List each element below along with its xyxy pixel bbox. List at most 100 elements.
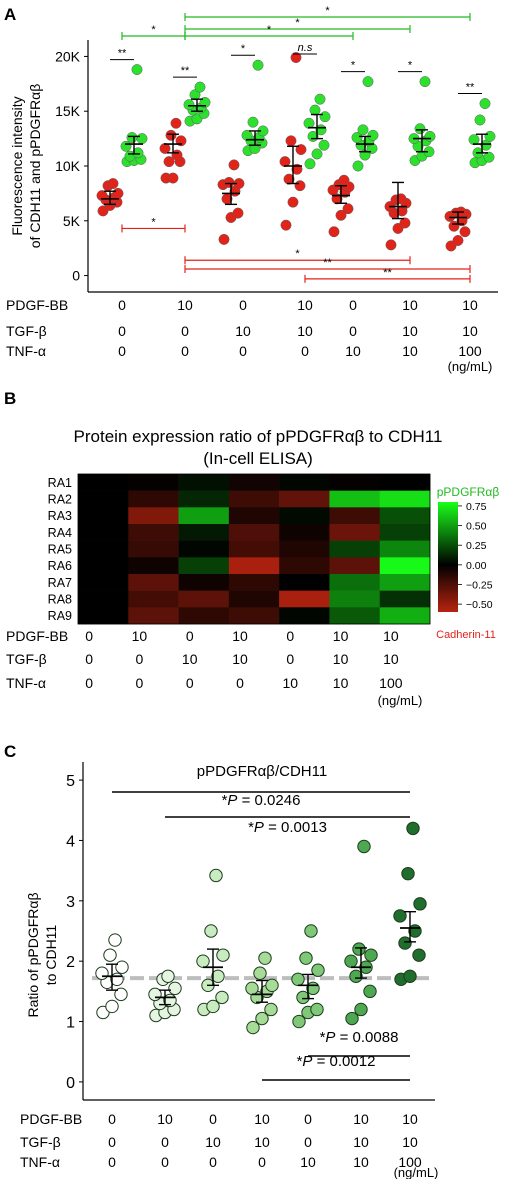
panel-a-point-red bbox=[283, 173, 295, 185]
cond-c-value: 100 bbox=[398, 1154, 422, 1170]
cond-c-values: 0 10 0 10 0 10 100 0 10 10 0 10 100 0 0 0 10 10 100 bbox=[108, 1111, 422, 1170]
panel-b-cell bbox=[128, 474, 179, 491]
panel-c-point bbox=[216, 948, 230, 962]
panel-b-cell bbox=[78, 540, 129, 558]
panel-b-heatmap bbox=[78, 474, 431, 625]
panel-b-cell bbox=[379, 574, 431, 591]
panel-b-cell bbox=[329, 540, 381, 558]
panel-c-point bbox=[344, 954, 358, 968]
panel-c-point bbox=[258, 951, 272, 965]
cond-b-value: 10 bbox=[333, 628, 349, 644]
panel-b-cell bbox=[228, 574, 280, 591]
panel-b-cell bbox=[228, 607, 280, 625]
panel-a-marks: ***** n.s* ************* bbox=[96, 5, 496, 283]
panel-a-point-red bbox=[342, 203, 354, 215]
panel-a-point-green bbox=[309, 104, 321, 116]
cond-c-value: 10 bbox=[402, 1134, 418, 1150]
panel-c-point bbox=[304, 924, 318, 938]
panel-a-sig-label: * bbox=[295, 248, 300, 260]
panel-a-point-green bbox=[303, 117, 315, 129]
panel-a-sig-label: * bbox=[151, 24, 156, 36]
panel-a-point-green bbox=[483, 151, 495, 163]
panel-b-cell bbox=[329, 474, 381, 491]
panel-b-row-label: RA5 bbox=[48, 543, 72, 557]
cond-c-value: 10 bbox=[254, 1134, 270, 1150]
panel-c-point bbox=[345, 1011, 359, 1026]
panel-a-point-red bbox=[328, 226, 340, 238]
panel-a-point-green bbox=[314, 93, 326, 105]
panel-a-point-green bbox=[424, 130, 436, 142]
panel-a-ylabel-line2: of CDH11 and pPDGFRαβ bbox=[27, 84, 43, 249]
cond-b-value: 10 bbox=[333, 651, 349, 667]
cond-c-value: 0 bbox=[258, 1154, 266, 1170]
panel-a-point-green bbox=[311, 148, 323, 160]
panel-c-letter: C bbox=[4, 742, 16, 761]
panel-a-point-green bbox=[304, 158, 316, 170]
cond-a-value: 10 bbox=[297, 297, 313, 313]
panel-b-cell bbox=[279, 557, 330, 575]
panel-b-row-label: RA6 bbox=[48, 559, 72, 573]
panel-c-point bbox=[403, 969, 417, 983]
panel-a-point-green bbox=[136, 133, 148, 145]
panel-c-point bbox=[363, 984, 377, 999]
panel-a-point-red bbox=[218, 233, 230, 245]
panel-c-point bbox=[245, 981, 259, 996]
cond-a-value: 10 bbox=[402, 343, 418, 359]
cond-a-label-tnf: TNF-α bbox=[6, 343, 46, 359]
panel-c-ytick-label: 5 bbox=[66, 773, 75, 790]
panel-b-cell bbox=[128, 590, 179, 608]
panel-a: Fluorescence intensity of CDH11 and pPDG… bbox=[9, 5, 498, 293]
panel-b-colorbar-tick-label: 0.50 bbox=[466, 521, 487, 533]
panel-a-point-green bbox=[367, 129, 379, 141]
panel-a-point-red bbox=[399, 217, 411, 229]
panel-b-cell bbox=[78, 590, 129, 608]
panel-a-ytick-label: 5K bbox=[63, 213, 81, 229]
panel-c-point bbox=[114, 987, 128, 1002]
panel-c-point bbox=[168, 981, 182, 996]
panel-b-cell bbox=[379, 474, 431, 491]
panel-c-point bbox=[206, 999, 220, 1014]
cond-a-label-pdgf: PDGF-BB bbox=[6, 297, 68, 313]
cond-b-value: 0 bbox=[85, 675, 93, 691]
panel-b-cell bbox=[178, 507, 230, 525]
panel-c-point bbox=[204, 924, 218, 938]
panel-a-y-ticks: 0 5K 10K 15K 20K bbox=[55, 48, 88, 284]
cond-b-value: 100 bbox=[379, 675, 403, 691]
panel-c-point bbox=[364, 948, 378, 962]
panel-a-pair-sig: ** bbox=[181, 65, 190, 77]
panel-a-point-red bbox=[280, 219, 292, 231]
panel-b-cell bbox=[78, 524, 129, 541]
panel-b-cell bbox=[228, 540, 280, 558]
panel-b-title-line1: Protein expression ratio of pPDGFRαβ to … bbox=[74, 427, 443, 446]
cond-a-value: 10 bbox=[462, 297, 478, 313]
panel-c-point bbox=[349, 969, 363, 983]
cond-c-value: 10 bbox=[157, 1111, 173, 1127]
cond-b-value: 10 bbox=[232, 628, 248, 644]
panel-b-cell bbox=[279, 474, 330, 491]
panel-c-point bbox=[105, 999, 119, 1014]
panel-c-point bbox=[255, 1011, 269, 1026]
cond-b-value: 10 bbox=[383, 651, 399, 667]
panel-c-point bbox=[265, 978, 279, 993]
panel-c-point bbox=[292, 1014, 306, 1029]
panel-c-point bbox=[357, 839, 371, 854]
cond-a-value: 0 bbox=[239, 343, 247, 359]
panel-c-point bbox=[413, 897, 427, 911]
panel-a-point-red bbox=[223, 176, 235, 188]
panel-a-point-red bbox=[459, 226, 471, 238]
panel-a-point-green bbox=[120, 140, 132, 152]
cond-a-value: 10 bbox=[402, 297, 418, 313]
panel-b-cell bbox=[128, 490, 179, 508]
panel-a-sig-label: * bbox=[295, 17, 300, 29]
cond-b-value: 0 bbox=[286, 651, 294, 667]
panel-b-cell bbox=[228, 557, 280, 575]
panel-b-row-labels: RA1 RA2 RA3 RA4 RA5 RA6 RA7 RA8 RA9 bbox=[48, 476, 72, 623]
panel-a-sig-label: ** bbox=[383, 267, 392, 279]
panel-a-sig-label: * bbox=[325, 5, 330, 17]
panel-c-marks: *P = 0.0246 *P = 0.0013 *P = 0.0088 *P = 0.… bbox=[92, 791, 432, 1081]
panel-a-letter: A bbox=[4, 5, 16, 24]
panel-a-point-green bbox=[183, 99, 195, 111]
cond-c-value: 0 bbox=[108, 1154, 116, 1170]
panel-b-row-label: RA3 bbox=[48, 509, 72, 523]
panel-b-cell bbox=[329, 607, 381, 625]
